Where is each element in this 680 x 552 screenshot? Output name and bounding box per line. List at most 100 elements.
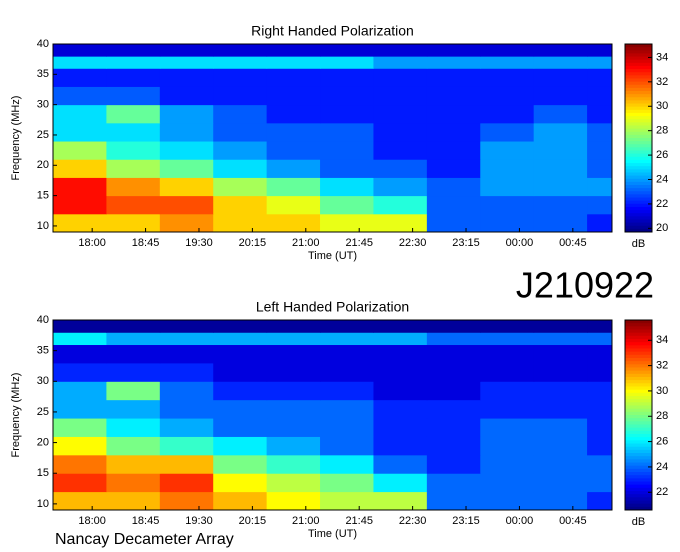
- heatmap-cell: [533, 177, 588, 197]
- heatmap-cell: [213, 399, 268, 419]
- y-tick-label: 35: [37, 68, 49, 80]
- heatmap-cell: [373, 418, 428, 437]
- colorbar-swatch: [625, 497, 652, 501]
- heatmap-cell: [213, 491, 268, 511]
- heatmap-cell: [373, 141, 428, 160]
- heatmap-cell: [159, 473, 214, 493]
- heatmap-cell: [320, 141, 374, 160]
- heatmap-cell: [266, 177, 321, 197]
- heatmap-cell: [587, 122, 613, 142]
- heatmap-cell: [587, 141, 613, 160]
- heatmap-cell: [320, 213, 374, 233]
- heatmap-cell: [426, 362, 481, 382]
- heatmap-cell: [533, 320, 588, 333]
- x-tick-label: 22:30: [399, 515, 427, 527]
- heatmap-cell: [53, 56, 107, 69]
- colorbar-swatch: [625, 358, 652, 362]
- colorbar-tick-label: 26: [656, 436, 668, 448]
- heatmap-cell: [266, 68, 321, 87]
- heatmap-cell: [320, 418, 374, 437]
- colorbar-swatch: [625, 178, 652, 183]
- colorbar-swatch: [625, 506, 652, 511]
- heatmap-cell: [533, 195, 588, 215]
- heatmap-cell: [213, 418, 268, 437]
- y-tick-label: 25: [37, 406, 49, 418]
- heatmap-cell: [266, 213, 321, 233]
- heatmap-cell: [213, 44, 268, 57]
- heatmap-cell: [266, 436, 321, 456]
- y-tick-label: 30: [37, 375, 49, 387]
- heatmap-cell: [106, 141, 161, 160]
- heatmap-cell: [106, 159, 161, 178]
- y-tick-label: 40: [37, 314, 49, 326]
- x-tick-label: 18:00: [78, 515, 106, 527]
- colorbar-swatch: [625, 116, 652, 120]
- colorbar-swatch: [625, 478, 652, 482]
- colorbar-swatch: [625, 329, 652, 334]
- heatmap-cell: [53, 213, 107, 233]
- heatmap-cell: [533, 44, 588, 57]
- colorbar-swatch: [625, 103, 652, 108]
- colorbar-swatch: [625, 373, 652, 378]
- heatmap-cell: [426, 418, 481, 437]
- heatmap-cell: [266, 332, 321, 346]
- heatmap-cell: [106, 44, 161, 57]
- heatmap-cell: [426, 332, 481, 346]
- colorbar-swatch: [625, 396, 652, 400]
- heatmap-cell: [53, 68, 107, 87]
- x-tick-label: 00:00: [506, 515, 534, 527]
- heatmap-cell: [159, 122, 214, 142]
- heatmap-cell: [426, 195, 481, 215]
- colorbar-swatch: [625, 91, 652, 95]
- heatmap-cell: [426, 44, 481, 57]
- colorbar-frame: [624, 319, 653, 511]
- colorbar-swatch: [625, 402, 652, 406]
- heatmap-cell: [159, 436, 214, 456]
- colorbar-frame: [624, 43, 653, 233]
- colorbar-swatch: [625, 494, 652, 498]
- observation-id: J210922: [516, 265, 654, 306]
- heatmap-cell: [106, 381, 161, 401]
- heatmap-cell: [53, 381, 107, 401]
- colorbar-swatch: [625, 169, 652, 173]
- heatmap-cell: [53, 44, 107, 57]
- colorbar-swatch: [625, 163, 652, 167]
- heatmap-cell: [320, 104, 374, 124]
- colorbar-swatch: [625, 109, 652, 114]
- colorbar-swatch: [625, 389, 652, 394]
- y-tick-label: 15: [37, 190, 49, 202]
- x-axis-label: Time (UT): [308, 250, 357, 262]
- heatmap-cell: [106, 491, 161, 511]
- heatmap-cell: [533, 86, 588, 106]
- heatmap-cell: [587, 320, 613, 333]
- heatmap-cell: [53, 86, 107, 106]
- heatmap-cell: [426, 491, 481, 511]
- colorbar-swatch: [625, 418, 652, 422]
- colorbar-swatch: [625, 197, 652, 202]
- colorbar-swatch: [625, 131, 652, 136]
- y-tick-label: 10: [37, 220, 49, 232]
- heatmap-cell: [266, 454, 321, 474]
- heatmap-cell: [213, 177, 268, 197]
- heatmap-cell: [426, 86, 481, 106]
- colorbar-swatch: [625, 191, 652, 195]
- heatmap-cell: [106, 344, 161, 364]
- heatmap-cell: [53, 159, 107, 178]
- colorbar-swatch: [625, 194, 652, 199]
- colorbar-swatch: [625, 351, 652, 356]
- colorbar-swatch: [625, 59, 652, 64]
- colorbar-swatch: [625, 380, 652, 384]
- plot-title: Right Handed Polarization: [251, 23, 414, 39]
- heatmap-cell: [213, 362, 268, 382]
- x-tick-label: 21:45: [345, 515, 373, 527]
- heatmap-cell: [373, 381, 428, 401]
- colorbar-swatch: [625, 453, 652, 457]
- y-tick-label: 20: [37, 436, 49, 448]
- x-axis-label: Time (UT): [308, 528, 357, 540]
- heatmap-cell: [159, 195, 214, 215]
- x-tick-label: 20:15: [239, 237, 267, 249]
- heatmap-cell: [213, 344, 268, 364]
- heatmap-cell: [320, 399, 374, 419]
- colorbar-swatch: [625, 500, 652, 505]
- colorbar-tick-label: 24: [656, 173, 668, 185]
